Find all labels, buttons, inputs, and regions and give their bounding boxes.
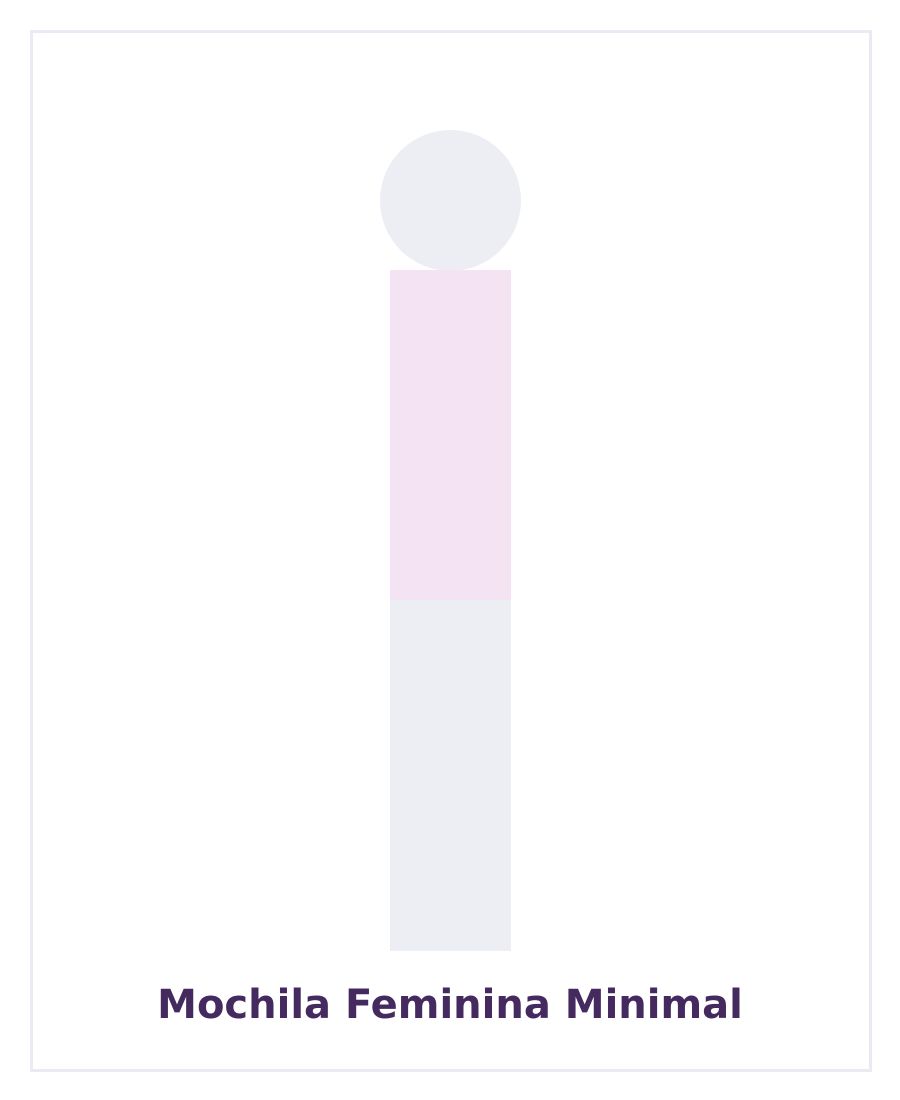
product-title: Mochila Feminina Minimal [157, 982, 743, 1028]
figure-legs [390, 600, 511, 951]
figure-torso [390, 270, 511, 600]
figure-head [380, 130, 521, 271]
